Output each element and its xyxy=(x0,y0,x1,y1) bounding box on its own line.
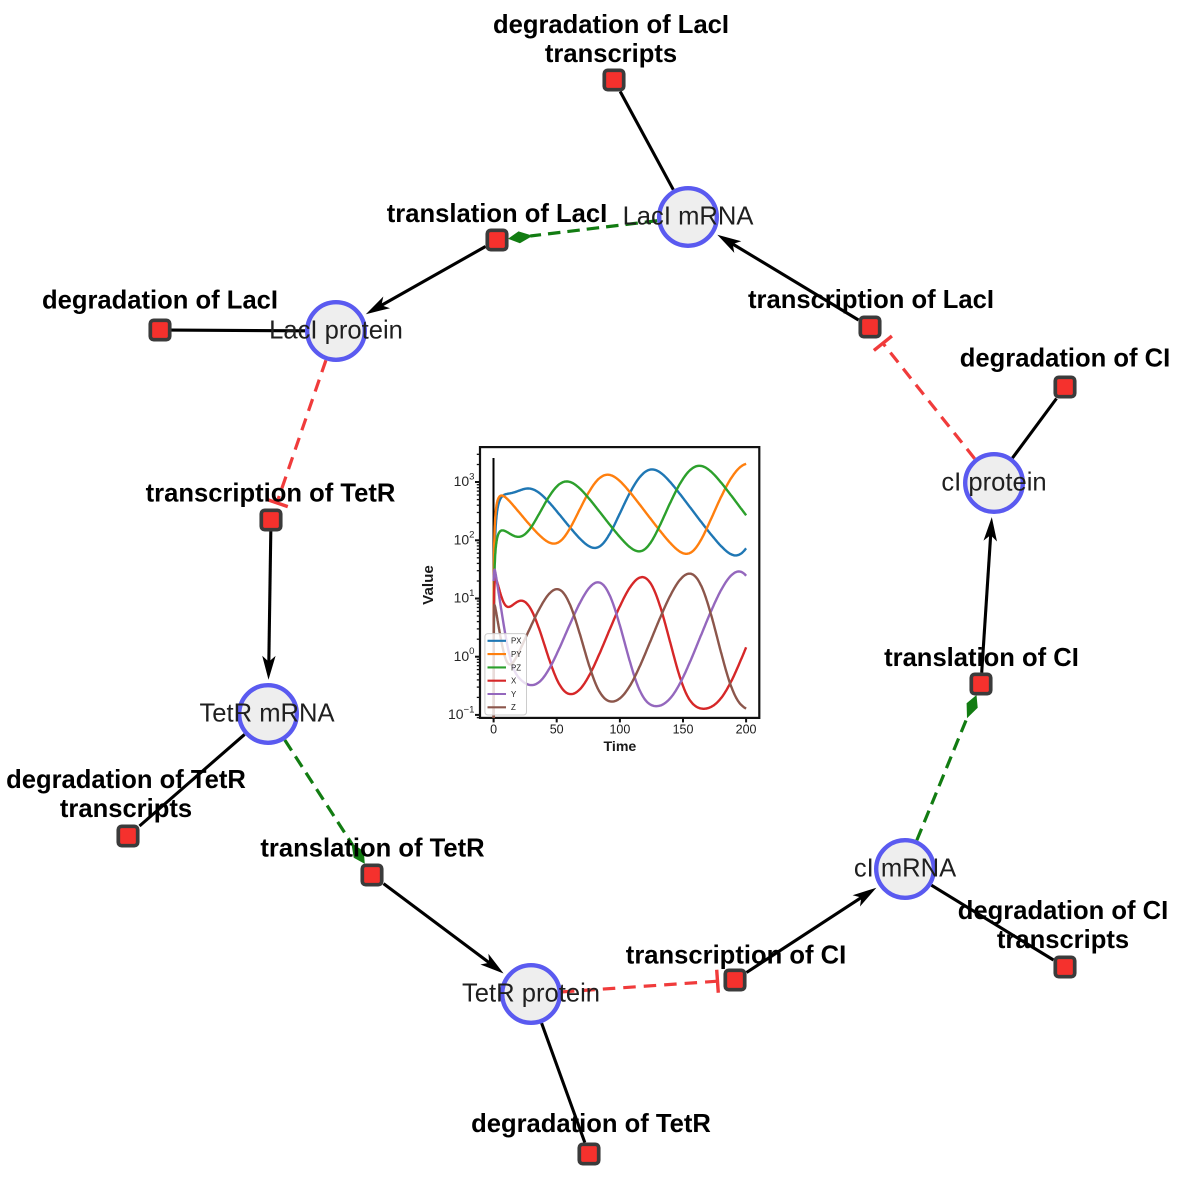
svg-text:transcription of TetR: transcription of TetR xyxy=(146,480,396,508)
svg-text:cI mRNA: cI mRNA xyxy=(854,855,957,883)
svg-text:50: 50 xyxy=(550,723,564,737)
svg-text:degradation of CI: degradation of CI xyxy=(960,345,1170,373)
svg-text:100: 100 xyxy=(609,723,630,737)
svg-text:transcription of LacI: transcription of LacI xyxy=(748,286,994,314)
svg-text:degradation of LacI: degradation of LacI xyxy=(42,287,278,315)
svg-text:degradation of TetR: degradation of TetR xyxy=(6,766,246,794)
svg-text:PX: PX xyxy=(511,637,522,646)
svg-text:200: 200 xyxy=(736,723,757,737)
svg-text:translation of TetR: translation of TetR xyxy=(260,835,484,863)
svg-text:Z: Z xyxy=(511,703,516,712)
svg-text:Time: Time xyxy=(603,739,636,755)
svg-text:transcripts: transcripts xyxy=(60,795,192,823)
svg-text:PY: PY xyxy=(511,650,522,659)
svg-text:Value: Value xyxy=(420,565,437,605)
svg-text:degradation of TetR: degradation of TetR xyxy=(471,1110,711,1138)
svg-text:LacI mRNA: LacI mRNA xyxy=(623,203,755,231)
svg-text:translation of CI: translation of CI xyxy=(884,644,1079,672)
svg-text:transcripts: transcripts xyxy=(545,40,677,68)
svg-text:PZ: PZ xyxy=(511,663,521,672)
svg-text:150: 150 xyxy=(673,723,694,737)
svg-text:degradation of LacI: degradation of LacI xyxy=(493,11,729,39)
svg-text:TetR protein: TetR protein xyxy=(462,980,600,1008)
svg-text:X: X xyxy=(511,677,517,686)
svg-text:cI protein: cI protein xyxy=(941,469,1046,497)
svg-text:transcripts: transcripts xyxy=(997,926,1129,954)
svg-text:translation of LacI: translation of LacI xyxy=(387,200,607,228)
svg-text:degradation of CI: degradation of CI xyxy=(958,897,1168,925)
svg-text:LacI protein: LacI protein xyxy=(269,317,403,345)
svg-text:TetR mRNA: TetR mRNA xyxy=(199,700,335,728)
svg-text:0: 0 xyxy=(490,723,497,737)
svg-text:Y: Y xyxy=(511,690,517,699)
svg-text:transcription of CI: transcription of CI xyxy=(626,942,846,970)
